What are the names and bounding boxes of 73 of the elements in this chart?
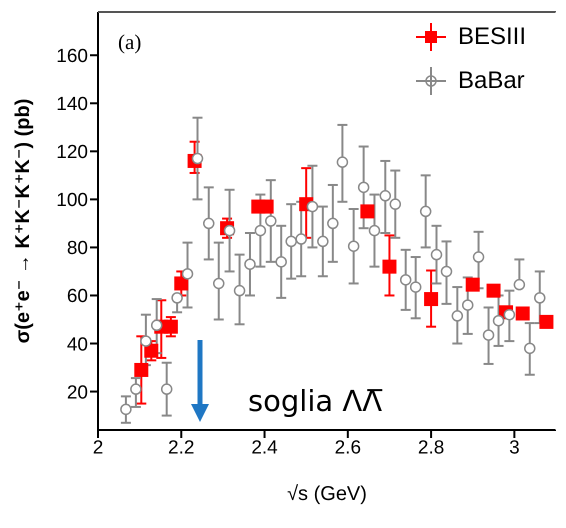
point <box>400 274 412 286</box>
y-tick-label: 140 <box>56 94 88 116</box>
point <box>420 206 432 218</box>
point <box>336 156 348 168</box>
point <box>486 284 501 298</box>
point <box>130 383 142 395</box>
x-tick-label: 2.8 <box>418 437 444 458</box>
point <box>410 281 422 293</box>
x-tick-label: 2.2 <box>168 437 194 458</box>
y-tick-label: 100 <box>56 190 88 212</box>
point <box>482 329 494 341</box>
point <box>358 182 370 194</box>
point <box>134 362 148 377</box>
point <box>368 224 380 236</box>
legend-label: BESIII <box>458 23 526 51</box>
point <box>144 344 158 358</box>
point <box>440 266 452 278</box>
point <box>265 215 277 227</box>
point <box>160 383 172 395</box>
y-tick-label: 80 <box>66 238 88 260</box>
x-tick-label: 2 <box>92 437 104 458</box>
y-axis-title: σ(e⁺e⁻ → K⁺K⁻K⁺K⁻) (pb) <box>12 98 34 344</box>
point <box>306 200 318 212</box>
point <box>348 240 360 252</box>
annotation: (a) <box>118 30 142 55</box>
point <box>212 278 224 290</box>
annotation: soglia ΛΛ̅ <box>248 384 382 418</box>
point <box>174 276 188 290</box>
point <box>466 278 480 292</box>
point <box>424 292 438 306</box>
point <box>295 233 307 245</box>
point <box>260 200 274 214</box>
point <box>171 292 183 304</box>
point <box>452 310 464 322</box>
point <box>224 224 236 236</box>
point <box>514 278 526 290</box>
point <box>462 299 474 311</box>
point <box>244 258 256 270</box>
point <box>285 236 297 248</box>
y-tick-label: 120 <box>56 142 88 164</box>
point <box>516 306 530 320</box>
legend-label: BaBar <box>458 67 525 95</box>
point <box>120 404 132 416</box>
point <box>382 260 396 274</box>
point <box>472 251 484 263</box>
point <box>504 308 516 320</box>
point <box>390 198 402 210</box>
point <box>140 335 152 347</box>
y-tick-label: 60 <box>66 286 88 308</box>
point <box>380 190 392 202</box>
point <box>534 292 546 304</box>
x-axis-title: √s (GeV) <box>287 483 367 505</box>
point <box>317 236 329 248</box>
point <box>203 218 215 230</box>
point <box>327 218 339 230</box>
y-tick-label: 40 <box>66 334 88 356</box>
x-tick-label: 2.6 <box>334 437 362 458</box>
point <box>192 152 204 164</box>
point <box>150 320 162 332</box>
y-tick-label: 20 <box>66 382 88 404</box>
x-tick-label: 2.4 <box>251 437 278 458</box>
point <box>360 204 374 218</box>
point <box>539 314 554 329</box>
point <box>254 224 266 236</box>
point <box>492 314 504 326</box>
y-tick-label: 160 <box>56 46 88 67</box>
point <box>182 268 194 280</box>
point <box>524 342 536 354</box>
point <box>164 320 178 334</box>
x-tick-label: 3 <box>509 437 520 458</box>
point <box>275 256 287 268</box>
point <box>430 248 442 260</box>
point <box>234 284 246 296</box>
